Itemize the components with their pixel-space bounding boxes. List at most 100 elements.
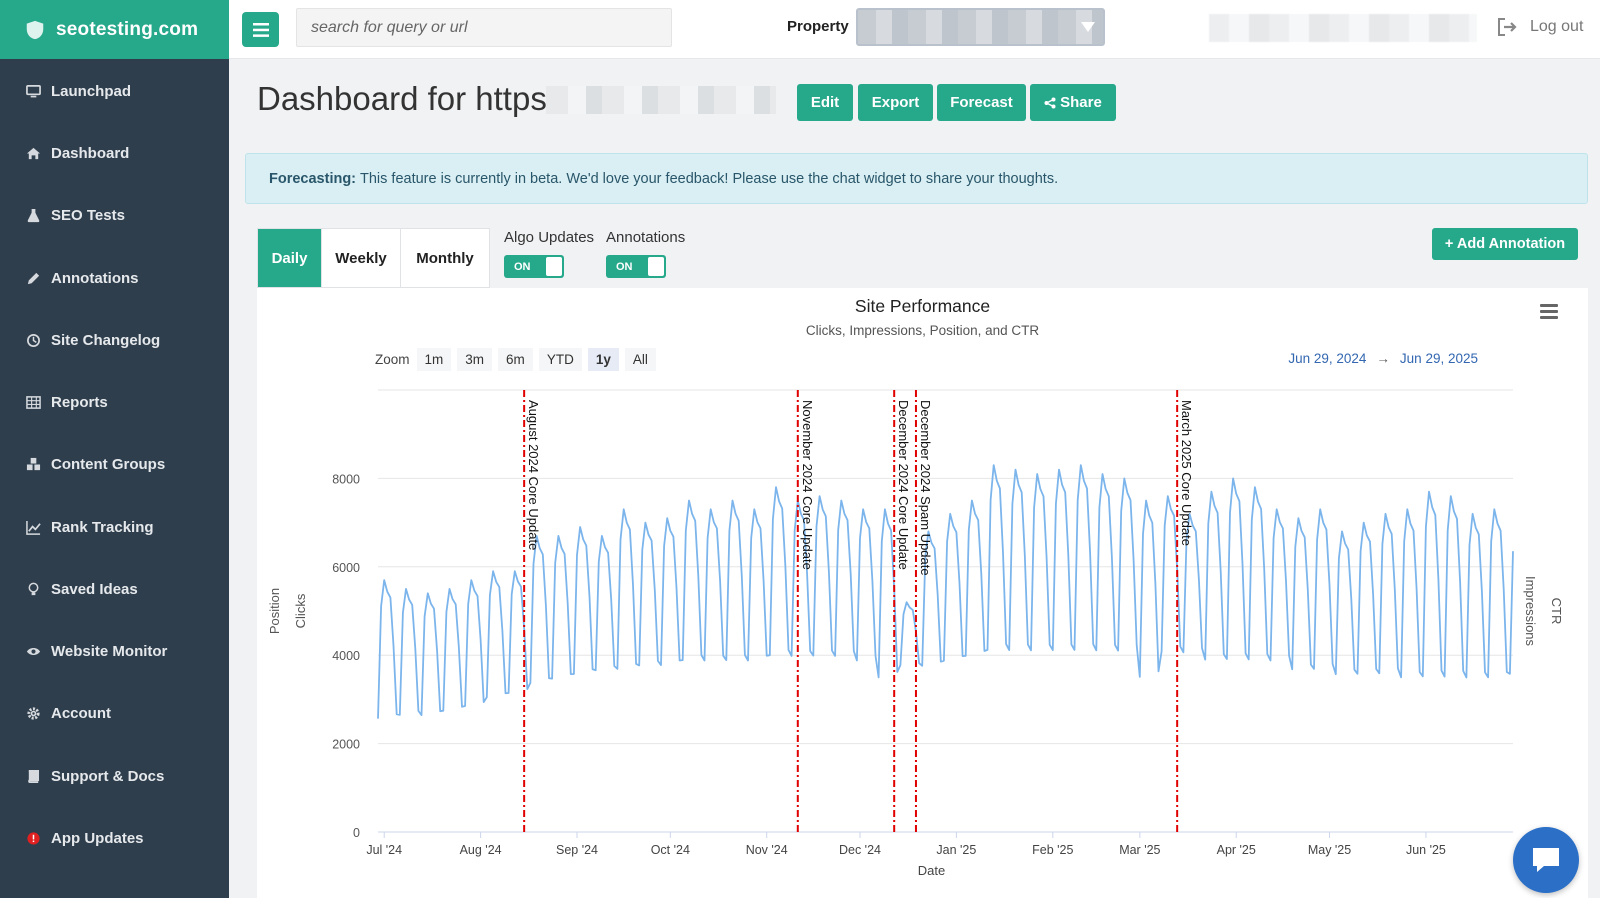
add-annotation-button[interactable]: + Add Annotation: [1432, 228, 1578, 260]
sidebar-item-label: SEO Tests: [51, 206, 125, 224]
sidebar-item-label: Dashboard: [51, 144, 130, 162]
tab-monthly[interactable]: Monthly: [416, 249, 474, 267]
brand[interactable]: seotesting.com: [0, 0, 229, 59]
annotations-toggle[interactable]: ON: [606, 255, 666, 278]
y-tick-label: 4000: [332, 649, 360, 663]
zoom-label: Zoom: [375, 352, 410, 367]
algo-updates-state: ON: [514, 260, 531, 273]
alert-dot-icon: [24, 829, 42, 847]
search-input[interactable]: [296, 8, 672, 47]
y-tick-label: 6000: [332, 561, 360, 575]
sidebar-item-label: Rank Tracking: [51, 518, 154, 536]
y-tick-label: 2000: [332, 738, 360, 752]
x-axis-title: Date: [918, 863, 945, 878]
site-performance-chart[interactable]: 0 2000 4000 6000 8000 Jul '24 Aug '24 Sep '24 Oc…: [257, 288, 1588, 898]
page-title: Dashboard for https:: [257, 80, 556, 117]
sidebar-item-rank-tracking[interactable]: Rank Tracking: [0, 507, 229, 547]
beta-banner-text: This feature is currently in beta. We'd …: [360, 170, 1059, 187]
share-button[interactable]: Share: [1030, 84, 1116, 121]
y-axis-title-left: Clicks: [293, 593, 308, 628]
annotation-label: December 2024 Spam Update: [918, 400, 933, 576]
flask-icon: [24, 206, 42, 224]
x-tick-label: Jan '25: [936, 843, 976, 857]
zoom-1m-button[interactable]: 1m: [416, 348, 452, 371]
range-from[interactable]: Jun 29, 2024: [1288, 351, 1367, 366]
sidebar-item-label: Content Groups: [51, 455, 166, 473]
monitor-icon: [24, 82, 42, 100]
beta-banner: Forecasting: This feature is currently i…: [245, 153, 1588, 204]
toggle-knob: [546, 257, 562, 276]
chart-menu-icon[interactable]: [1540, 304, 1558, 319]
x-tick-label: Dec '24: [839, 843, 881, 857]
date-range: Jun 29, 2024 → Jun 29, 2025: [1288, 351, 1478, 366]
sidebar-item-saved-ideas[interactable]: Saved Ideas: [0, 569, 229, 609]
sidebar-item-label: App Updates: [51, 829, 144, 847]
top-header: Property Log out: [229, 0, 1600, 59]
sidebar-item-website-monitor[interactable]: Website Monitor: [0, 631, 229, 671]
table-icon: [24, 393, 42, 411]
toggle-knob: [648, 257, 664, 276]
property-label: Property: [787, 18, 849, 35]
annotation-label: November 2024 Core Update: [800, 400, 815, 570]
sidebar-item-label: Reports: [51, 393, 108, 411]
export-button[interactable]: Export: [858, 84, 933, 121]
algo-updates-toggle[interactable]: ON: [504, 255, 564, 278]
zoom-3m-button[interactable]: 3m: [457, 348, 493, 371]
sidebar-item-account[interactable]: Account: [0, 693, 229, 733]
hamburger-icon: [252, 22, 269, 37]
zoom-1y-button[interactable]: 1y: [587, 348, 619, 371]
zoom-6m-button[interactable]: 6m: [498, 348, 533, 371]
home-icon: [24, 144, 42, 162]
history-icon: [24, 331, 42, 349]
eye-icon: [24, 642, 42, 660]
y-tick-label: 0: [353, 826, 360, 840]
range-to[interactable]: Jun 29, 2025: [1399, 351, 1478, 366]
sidebar-item-dashboard[interactable]: Dashboard: [0, 133, 229, 173]
forecast-button[interactable]: Forecast: [937, 84, 1026, 121]
sidebar-item-site-changelog[interactable]: Site Changelog: [0, 320, 229, 360]
annotations-state: ON: [616, 260, 633, 273]
beta-banner-title: Forecasting:: [269, 170, 357, 187]
book-icon: [24, 767, 42, 785]
tab-weekly[interactable]: Weekly: [322, 229, 401, 287]
algo-updates-group: Algo Updates ON: [504, 229, 594, 278]
logout-link[interactable]: Log out: [1496, 17, 1583, 37]
zoom-controls: Zoom 1m 3m 6m YTD 1y All: [375, 348, 662, 371]
menu-toggle-button[interactable]: [242, 12, 279, 47]
sidebar-item-content-groups[interactable]: Content Groups: [0, 444, 229, 484]
lightbulb-icon: [24, 580, 42, 598]
logout-label: Log out: [1530, 18, 1584, 35]
annotations-label: Annotations: [606, 229, 686, 246]
tab-daily[interactable]: Daily: [258, 229, 322, 287]
line-chart-icon: [24, 518, 42, 536]
chat-bubble-icon: [1533, 848, 1559, 872]
add-annotation-label: Add Annotation: [1456, 236, 1566, 252]
sidebar-item-support-docs[interactable]: Support & Docs: [0, 756, 229, 796]
sign-out-icon: [1498, 18, 1517, 36]
x-tick-label: Jul '24: [366, 843, 402, 857]
sidebar-item-annotations[interactable]: Annotations: [0, 258, 229, 298]
algo-updates-label: Algo Updates: [504, 229, 595, 246]
plus-icon: +: [1444, 236, 1457, 252]
sidebar-item-label: Launchpad: [51, 82, 132, 100]
x-tick-label: Jun '25: [1406, 843, 1446, 857]
cubes-icon: [24, 455, 42, 473]
series-line-clicks: [377, 464, 1514, 719]
period-tabs: Daily Weekly Monthly: [257, 228, 490, 288]
sidebar-item-launchpad[interactable]: Launchpad: [0, 71, 229, 111]
zoom-ytd-button[interactable]: YTD: [538, 348, 582, 371]
property-select[interactable]: [856, 8, 1105, 46]
arrow-right-icon: →: [1376, 351, 1390, 366]
sidebar-item-seo-tests[interactable]: SEO Tests: [0, 195, 229, 235]
chart-title: Site Performance: [854, 296, 991, 316]
sidebar-item-app-updates[interactable]: App Updates: [0, 818, 229, 858]
chat-widget-button[interactable]: [1513, 827, 1579, 893]
edit-button[interactable]: Edit: [797, 84, 853, 121]
x-tick-label: Mar '25: [1119, 843, 1160, 857]
sidebar-item-reports[interactable]: Reports: [0, 382, 229, 422]
sidebar-item-label: Site Changelog: [51, 331, 161, 349]
zoom-all-button[interactable]: All: [624, 348, 656, 371]
sidebar-item-label: Saved Ideas: [51, 580, 138, 598]
sidebar-item-label: Annotations: [51, 269, 139, 287]
y-axis-title-right: CTR: [1549, 598, 1564, 625]
